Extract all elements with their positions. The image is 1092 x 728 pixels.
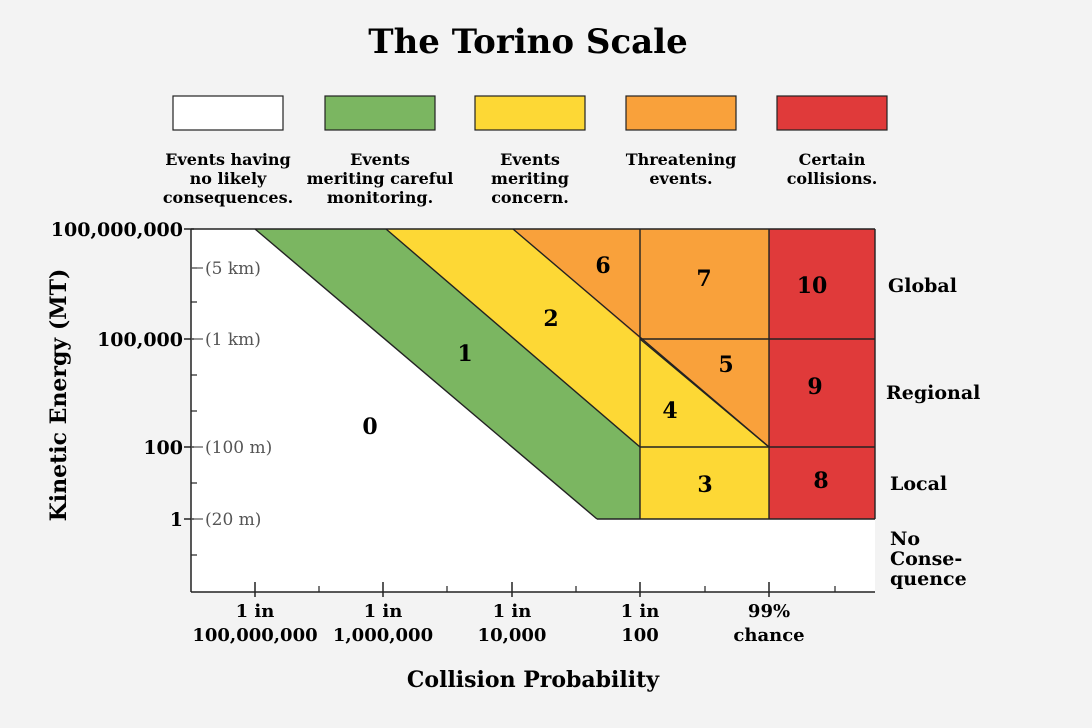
x-tick-label: 1 in 100,000,000 xyxy=(192,601,317,646)
x-tick-label-line: 99% xyxy=(748,601,790,622)
x-tick-label-line: 1,000,000 xyxy=(333,625,433,646)
x-tick-label: 1 in 100 xyxy=(621,601,660,646)
region-label: Local xyxy=(890,473,947,495)
legend-swatch xyxy=(474,95,586,131)
orange-zone-7 xyxy=(640,229,769,339)
legend-item: Events meriting concern. xyxy=(474,95,586,207)
x-tick-label-line: 1 in xyxy=(236,601,275,622)
region-label-line: No xyxy=(890,528,920,550)
legend-item: Events having no likely consequences. xyxy=(163,95,293,207)
zone-number-1: 1 xyxy=(457,341,472,367)
legend-label: Events meriting careful monitoring. xyxy=(307,150,454,207)
legend-label: Threatening events. xyxy=(626,150,737,188)
legend-label: Certain collisions. xyxy=(787,150,878,188)
region-label-line: Conse- xyxy=(890,548,962,570)
zone-number-2: 2 xyxy=(543,306,558,332)
legend-label-line: events. xyxy=(649,169,712,188)
x-tick-label: 1 in 10,000 xyxy=(478,601,547,646)
legend-swatch xyxy=(776,95,888,131)
legend-item: Events meriting careful monitoring. xyxy=(307,95,454,207)
x-tick-label: 99% chance xyxy=(733,601,804,646)
legend-label-line: Events xyxy=(500,150,560,169)
legend-label-line: Events xyxy=(350,150,410,169)
yellow-zone-3 xyxy=(640,447,769,519)
zone-number-3: 3 xyxy=(697,472,712,498)
legend-label-line: Threatening xyxy=(626,150,737,169)
legend-label-line: consequences. xyxy=(163,188,293,207)
region-label-line: quence xyxy=(890,568,967,590)
region-label: No Conse-quence xyxy=(890,528,967,590)
y-tick-label: 100,000 xyxy=(97,329,183,351)
legend-label-line: meriting careful xyxy=(307,169,454,188)
legend-label-line: collisions. xyxy=(787,169,878,188)
legend-item: Threatening events. xyxy=(625,95,737,188)
zone-number-5: 5 xyxy=(718,352,733,378)
y-tick-label: 1 xyxy=(170,509,183,531)
y-size-label: (20 m) xyxy=(205,510,261,530)
region-label: Global xyxy=(888,275,957,297)
region-label: Regional xyxy=(886,382,980,404)
x-tick-label-line: 10,000 xyxy=(478,625,547,646)
legend-label-line: Certain xyxy=(799,150,866,169)
legend-swatch xyxy=(172,95,284,131)
chart-title: The Torino Scale xyxy=(368,22,687,62)
legend-swatch xyxy=(324,95,436,131)
y-tick-label: 100 xyxy=(143,437,183,459)
legend-label-line: meriting xyxy=(491,169,569,188)
y-size-label: (100 m) xyxy=(205,438,272,458)
legend-label-line: no likely xyxy=(190,169,267,188)
x-axis-label: Collision Probability xyxy=(407,667,660,693)
x-tick-label-line: 100,000,000 xyxy=(192,625,317,646)
zone-border xyxy=(385,228,641,448)
x-tick-label: 1 in 1,000,000 xyxy=(333,601,433,646)
zone-number-6: 6 xyxy=(595,253,610,279)
y-axis-label: Kinetic Energy (MT) xyxy=(46,269,72,522)
legend-item: Certain collisions. xyxy=(776,95,888,188)
region-label-line: Local xyxy=(890,473,947,495)
zone-number-0: 0 xyxy=(362,414,377,440)
x-tick-label-line: chance xyxy=(733,625,804,646)
zone-border xyxy=(639,338,770,448)
legend-swatch xyxy=(625,95,737,131)
plot-area: 0 1 2 3 4 5 6 7 8 9 10 xyxy=(191,228,876,592)
zone-border xyxy=(254,228,598,520)
axes: 100,000,000(5 km)100,000 (1 km)100 (100 m)… xyxy=(51,219,981,646)
green-zone xyxy=(255,229,640,519)
region-label-line: Global xyxy=(888,275,957,297)
y-size-label: (5 km) xyxy=(205,259,261,279)
y-size-label: (1 km) xyxy=(205,330,261,350)
x-tick-label-line: 1 in xyxy=(364,601,403,622)
zone-number-9: 9 xyxy=(807,374,822,400)
legend-label-line: monitoring. xyxy=(327,188,433,207)
legend: Events having no likely consequences.Event… xyxy=(163,95,888,207)
region-label-line: Regional xyxy=(886,382,980,404)
x-tick-label-line: 1 in xyxy=(493,601,532,622)
legend-label: Events having no likely consequences. xyxy=(163,150,293,207)
zone-number-8: 8 xyxy=(813,468,828,494)
x-tick-label-line: 1 in xyxy=(621,601,660,622)
legend-label: Events meriting concern. xyxy=(491,150,569,207)
zone-number-10: 10 xyxy=(797,273,828,299)
legend-label-line: Events having xyxy=(165,150,290,169)
zone-number-4: 4 xyxy=(662,398,677,424)
y-tick-label: 100,000,000 xyxy=(51,219,183,241)
x-tick-label-line: 100 xyxy=(621,625,659,646)
legend-label-line: concern. xyxy=(491,188,569,207)
zone-number-7: 7 xyxy=(696,266,711,292)
